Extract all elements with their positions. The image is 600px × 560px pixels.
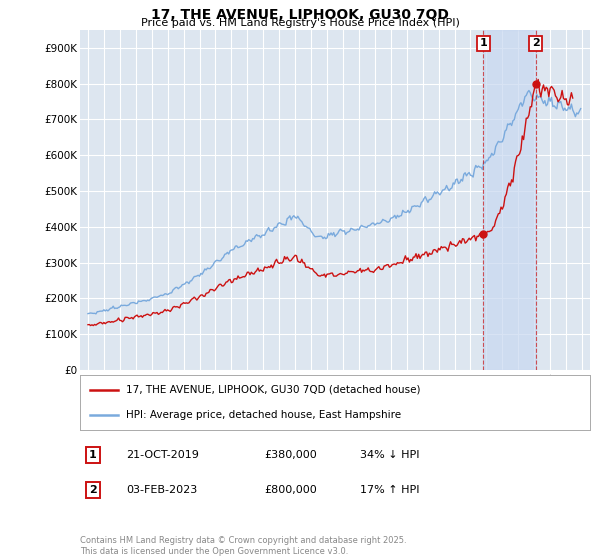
Text: 1: 1 — [89, 450, 97, 460]
Text: Contains HM Land Registry data © Crown copyright and database right 2025.
This d: Contains HM Land Registry data © Crown c… — [80, 536, 407, 556]
Bar — [484, 30, 536, 370]
Text: 1: 1 — [479, 39, 487, 49]
Text: 2: 2 — [532, 39, 539, 49]
Text: 2: 2 — [89, 485, 97, 495]
Text: 21-OCT-2019: 21-OCT-2019 — [126, 450, 199, 460]
Text: HPI: Average price, detached house, East Hampshire: HPI: Average price, detached house, East… — [126, 410, 401, 420]
Text: 03-FEB-2023: 03-FEB-2023 — [126, 485, 197, 495]
Text: £800,000: £800,000 — [264, 485, 317, 495]
Text: Price paid vs. HM Land Registry's House Price Index (HPI): Price paid vs. HM Land Registry's House … — [140, 18, 460, 29]
Text: 17, THE AVENUE, LIPHOOK, GU30 7QD: 17, THE AVENUE, LIPHOOK, GU30 7QD — [151, 8, 449, 22]
Text: 34% ↓ HPI: 34% ↓ HPI — [360, 450, 419, 460]
Text: £380,000: £380,000 — [264, 450, 317, 460]
Text: 17% ↑ HPI: 17% ↑ HPI — [360, 485, 419, 495]
Text: 17, THE AVENUE, LIPHOOK, GU30 7QD (detached house): 17, THE AVENUE, LIPHOOK, GU30 7QD (detac… — [126, 385, 421, 395]
